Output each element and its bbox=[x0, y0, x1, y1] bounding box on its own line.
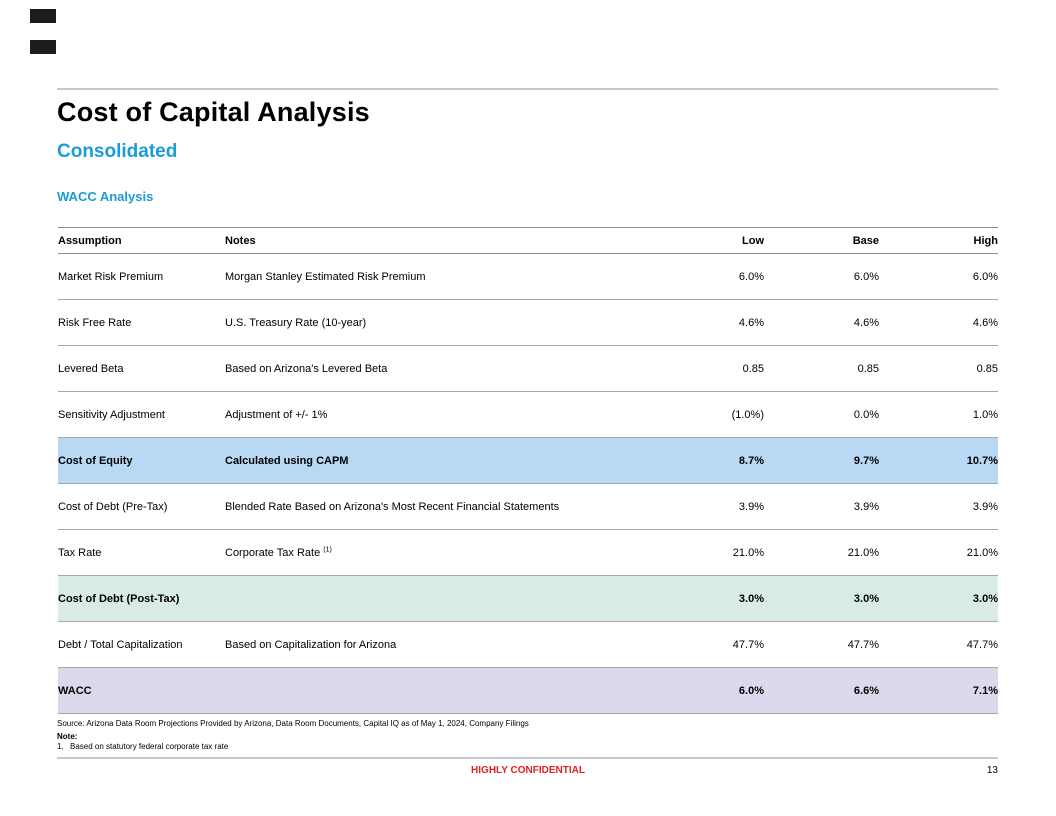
base-cell: 3.9% bbox=[853, 500, 879, 513]
assumption-cell: Sensitivity Adjustment bbox=[58, 408, 165, 421]
high-cell: 21.0% bbox=[966, 546, 998, 559]
high-cell: 7.1% bbox=[972, 684, 998, 697]
header-divider bbox=[57, 88, 998, 90]
confidentiality-label: HIGHLY CONFIDENTIAL bbox=[471, 765, 585, 776]
low-cell: 6.0% bbox=[738, 684, 764, 697]
footer-divider bbox=[57, 757, 998, 759]
logo-redacted-block-top bbox=[30, 9, 56, 23]
high-cell: 1.0% bbox=[972, 408, 998, 421]
table-header-row: Assumption Notes Low Base High bbox=[58, 227, 998, 254]
base-cell: 6.6% bbox=[853, 684, 879, 697]
table-row-wacc: WACC 6.0% 6.6% 7.1% bbox=[58, 668, 998, 714]
low-cell: 47.7% bbox=[732, 638, 764, 651]
base-cell: 9.7% bbox=[853, 454, 879, 467]
page-subtitle: Consolidated bbox=[57, 141, 178, 162]
page-title: Cost of Capital Analysis bbox=[57, 97, 370, 127]
footnote-1-text: Based on statutory federal corporate tax… bbox=[70, 742, 229, 751]
base-cell: 0.85 bbox=[857, 362, 879, 375]
table-row-debt-total-capitalization: Debt / Total Capitalization Based on Cap… bbox=[58, 622, 998, 668]
low-cell: 8.7% bbox=[738, 454, 764, 467]
notes-cell: Adjustment of +/- 1% bbox=[225, 408, 328, 421]
assumption-cell: Cost of Debt (Pre-Tax) bbox=[58, 500, 168, 513]
notes-cell: Corporate Tax Rate (1) bbox=[225, 545, 654, 559]
notes-cell: Based on Capitalization for Arizona bbox=[225, 638, 397, 651]
table-row-levered-beta: Levered Beta Based on Arizona's Levered … bbox=[58, 346, 998, 392]
high-cell: 0.85 bbox=[976, 362, 998, 375]
column-header-high: High bbox=[973, 234, 998, 247]
notes-cell: Calculated using CAPM bbox=[225, 454, 349, 467]
table-row-tax-rate: Tax Rate Corporate Tax Rate (1) 21.0% 21… bbox=[58, 530, 998, 576]
high-cell: 3.0% bbox=[972, 592, 998, 605]
assumption-cell: Market Risk Premium bbox=[58, 270, 164, 283]
low-cell: 3.0% bbox=[738, 592, 764, 605]
high-cell: 47.7% bbox=[966, 638, 998, 651]
wacc-table: Assumption Notes Low Base High Market Ri… bbox=[58, 227, 998, 714]
table-row-sensitivity-adjustment: Sensitivity Adjustment Adjustment of +/-… bbox=[58, 392, 998, 438]
column-header-assumption: Assumption bbox=[58, 234, 122, 247]
notes-cell: Based on Arizona's Levered Beta bbox=[225, 362, 388, 375]
assumption-cell: Debt / Total Capitalization bbox=[58, 638, 183, 651]
table-row-cost-of-debt-post-tax: Cost of Debt (Post-Tax) 3.0% 3.0% 3.0% bbox=[58, 576, 998, 622]
table-row-risk-free-rate: Risk Free Rate U.S. Treasury Rate (10-ye… bbox=[58, 300, 998, 346]
assumption-cell: Cost of Equity bbox=[58, 454, 133, 467]
base-cell: 21.0% bbox=[847, 546, 879, 559]
assumption-cell: Cost of Debt (Post-Tax) bbox=[58, 592, 180, 605]
base-cell: 3.0% bbox=[853, 592, 879, 605]
table-row-cost-of-debt-pre-tax: Cost of Debt (Pre-Tax) Blended Rate Base… bbox=[58, 484, 998, 530]
assumption-cell: Tax Rate bbox=[58, 546, 102, 559]
footnote-1: 1. Based on statutory federal corporate t… bbox=[57, 742, 228, 751]
source-line: Source: Arizona Data Room Projections Pr… bbox=[57, 719, 529, 728]
low-cell: 3.9% bbox=[738, 500, 764, 513]
footnote-reference: (1) bbox=[323, 545, 332, 553]
page-number: 13 bbox=[986, 765, 998, 776]
table-row-market-risk-premium: Market Risk Premium Morgan Stanley Estim… bbox=[58, 254, 998, 300]
notes-cell: Morgan Stanley Estimated Risk Premium bbox=[225, 270, 426, 283]
base-cell: 0.0% bbox=[853, 408, 879, 421]
note-label: Note: bbox=[57, 732, 78, 741]
low-cell: 21.0% bbox=[732, 546, 764, 559]
logo-redacted-block-bottom bbox=[30, 40, 56, 54]
high-cell: 4.6% bbox=[972, 316, 998, 329]
notes-cell: Blended Rate Based on Arizona's Most Rec… bbox=[225, 500, 560, 513]
section-heading-wacc-analysis: WACC Analysis bbox=[57, 189, 154, 204]
column-header-notes: Notes bbox=[225, 234, 256, 247]
assumption-cell: Risk Free Rate bbox=[58, 316, 132, 329]
table-row-cost-of-equity: Cost of Equity Calculated using CAPM 8.7… bbox=[58, 438, 998, 484]
high-cell: 10.7% bbox=[966, 454, 998, 467]
base-cell: 47.7% bbox=[847, 638, 879, 651]
high-cell: 3.9% bbox=[972, 500, 998, 513]
low-cell: 4.6% bbox=[738, 316, 764, 329]
low-cell: (1.0%) bbox=[731, 408, 764, 421]
assumption-cell: WACC bbox=[58, 684, 92, 697]
assumption-cell: Levered Beta bbox=[58, 362, 124, 375]
high-cell: 6.0% bbox=[972, 270, 998, 283]
column-header-low: Low bbox=[742, 234, 764, 247]
low-cell: 6.0% bbox=[738, 270, 764, 283]
notes-cell: U.S. Treasury Rate (10-year) bbox=[225, 316, 367, 329]
notes-text: Corporate Tax Rate bbox=[225, 546, 321, 559]
base-cell: 4.6% bbox=[853, 316, 879, 329]
column-header-base: Base bbox=[852, 234, 879, 247]
low-cell: 0.85 bbox=[742, 362, 764, 375]
base-cell: 6.0% bbox=[853, 270, 879, 283]
footnote-1-marker: 1. bbox=[57, 742, 64, 751]
